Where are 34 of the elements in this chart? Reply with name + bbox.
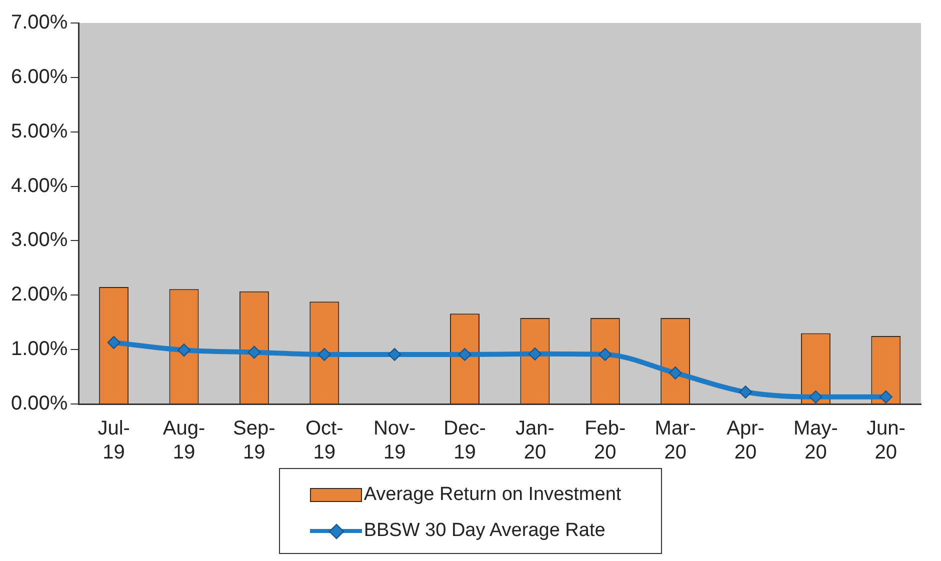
x-tick-label: Apr-20 — [726, 418, 764, 464]
point — [318, 348, 331, 361]
x-tick-label: Nov-19 — [373, 418, 416, 464]
y-tick-label: 4.00% — [10, 174, 68, 197]
x-tick-label: Jul-19 — [98, 418, 130, 464]
point — [879, 390, 892, 404]
point — [458, 348, 472, 361]
point — [668, 366, 682, 380]
x-tick-label: Sep-19 — [233, 418, 276, 464]
x-tick-label: Dec-19 — [444, 418, 486, 464]
x-tick-label: Jan-20 — [515, 418, 554, 464]
point — [528, 347, 542, 360]
legend-label: BBSW 30 Day Average Rate — [364, 520, 606, 542]
x-tick-label: May-20 — [793, 418, 838, 464]
x-tick-label: Feb-20 — [584, 418, 626, 464]
y-tick-label: 2.00% — [10, 284, 68, 306]
x-tick-label: Oct-19 — [305, 418, 344, 464]
point — [177, 344, 190, 357]
point — [809, 390, 822, 404]
x-tick-label: Jun-20 — [866, 418, 906, 464]
point — [248, 346, 261, 359]
y-tick-label: 1.00% — [10, 338, 68, 360]
point — [739, 386, 752, 399]
point — [598, 348, 612, 361]
point — [107, 336, 120, 349]
legend-label: Average Return on Investment — [364, 484, 622, 506]
y-tick-label: 5.00% — [10, 120, 68, 142]
y-tick-label: 7.00% — [10, 12, 68, 34]
point — [388, 348, 402, 361]
x-tick-label: Mar-20 — [654, 418, 696, 464]
y-tick-label: 3.00% — [10, 229, 68, 252]
y-tick-label: 0.00% — [10, 392, 68, 415]
x-tick-label: Aug-19 — [162, 418, 206, 464]
y-tick-label: 6.00% — [10, 66, 68, 88]
